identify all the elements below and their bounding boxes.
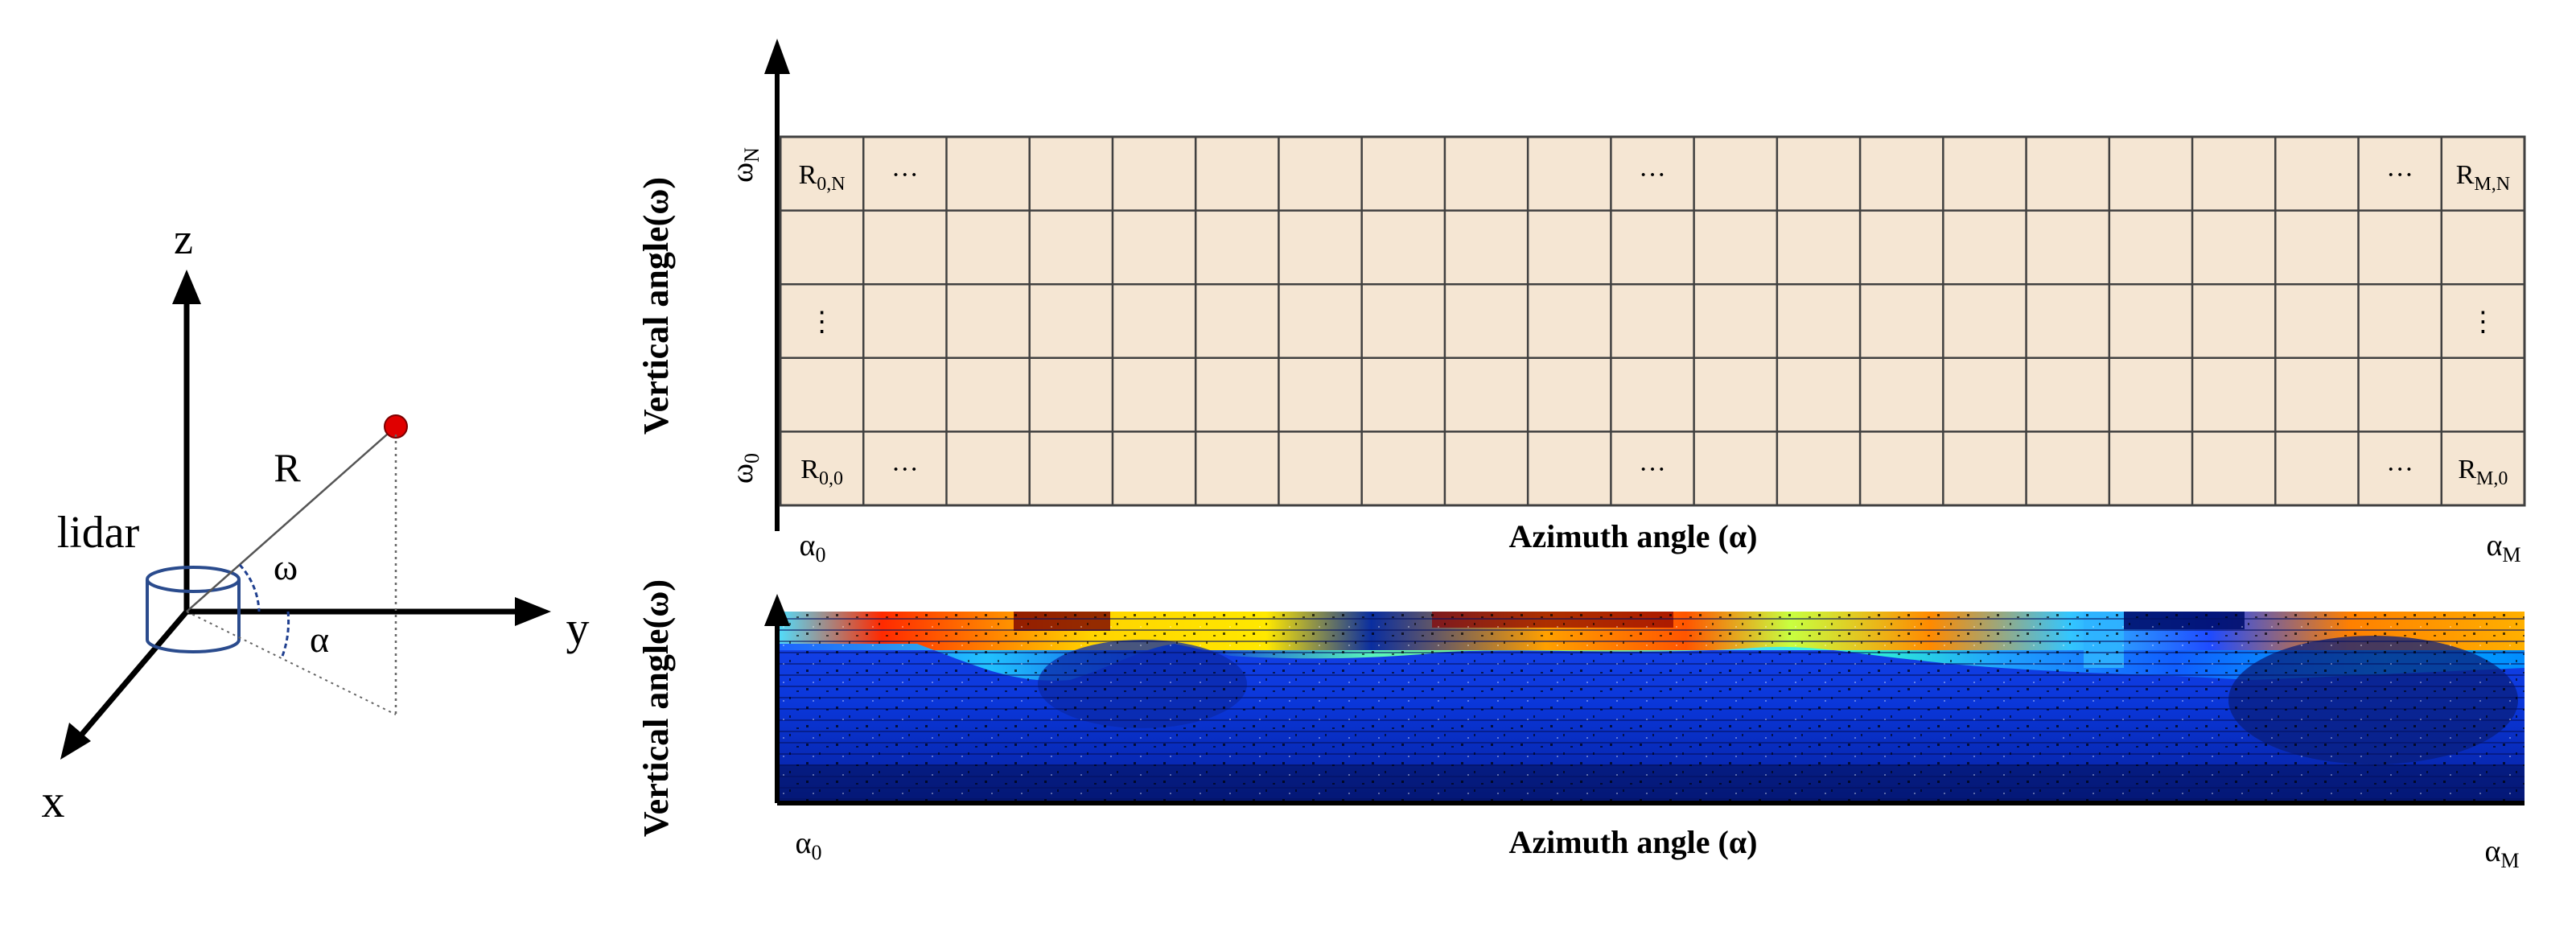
- x-axis-arrowhead: [60, 723, 91, 760]
- grid-col-label-last: αM: [2486, 529, 2520, 566]
- image-vertical-axis-arrowhead: [764, 594, 790, 626]
- target-point-icon: [384, 414, 408, 439]
- range-image-heatmap: [777, 612, 2525, 803]
- range-image-diagram: Vertical angle(ω) Azimuth angle (α) α0 α…: [636, 579, 2525, 872]
- cell-ellipsis-horizontal: ···: [891, 455, 919, 484]
- y-axis-label: y: [566, 602, 590, 654]
- cell-ellipsis-horizontal: ···: [1639, 160, 1666, 190]
- x-axis: [72, 609, 189, 746]
- cell-ellipsis-vertical: ⋮: [2469, 307, 2496, 337]
- image-col-label-first: α0: [796, 826, 822, 864]
- elevation-label: ω: [274, 546, 298, 587]
- range-label: R: [274, 445, 301, 490]
- image-x-axis-label: Azimuth angle (α): [1509, 824, 1758, 860]
- image-col-label-last: αM: [2484, 834, 2519, 872]
- grid-y-axis-label: Vertical angle(ω): [636, 177, 676, 435]
- cell-ellipsis-horizontal: ···: [2386, 160, 2413, 190]
- grid-x-axis-label: Azimuth angle (α): [1509, 518, 1758, 554]
- cell-label-top-right: RM,N: [2456, 160, 2510, 195]
- grid-vertical-axis-arrowhead: [764, 39, 790, 74]
- cell-label-bottom-left: R0,0: [800, 455, 843, 489]
- lidar-label: lidar: [57, 508, 140, 558]
- y-axis-arrowhead: [515, 597, 551, 626]
- cell-ellipsis-horizontal: ···: [1639, 455, 1666, 484]
- grid-col-label-first: α0: [800, 529, 826, 566]
- image-y-axis-label: Vertical angle(ω): [636, 579, 676, 837]
- z-axis-label: z: [174, 215, 193, 263]
- grid-cells: R0,N RM,N R0,0 RM,0 ··· ··· ··· ··· ··· ··· ⋮ ⋮: [779, 135, 2526, 507]
- range-line: [186, 427, 395, 612]
- azimuth-label: α: [310, 619, 329, 660]
- grid-row-label-bottom: ω0: [726, 453, 763, 484]
- cell-ellipsis-vertical: ⋮: [809, 307, 836, 337]
- cell-ellipsis-horizontal: ···: [2386, 455, 2413, 484]
- lidar-geometry-diagram: z y x lidar R ω α: [42, 215, 590, 827]
- cell-label-top-left: R0,N: [799, 160, 846, 195]
- elevation-arc: [238, 563, 261, 612]
- lidar-device-icon: [146, 566, 241, 653]
- cell-ellipsis-horizontal: ···: [891, 160, 919, 190]
- cell-label-bottom-right: RM,0: [2458, 455, 2508, 489]
- azimuth-arc: [280, 611, 290, 659]
- x-axis-label: x: [42, 775, 65, 827]
- ground-projection: [186, 611, 397, 715]
- z-axis-arrowhead: [172, 270, 201, 304]
- grid-row-label-top: ωN: [726, 147, 763, 183]
- range-grid-diagram: R0,N RM,N R0,0 RM,0 ··· ··· ··· ··· ··· ··· ⋮ ⋮ Ver…: [636, 39, 2526, 566]
- grid-background: [779, 135, 2526, 507]
